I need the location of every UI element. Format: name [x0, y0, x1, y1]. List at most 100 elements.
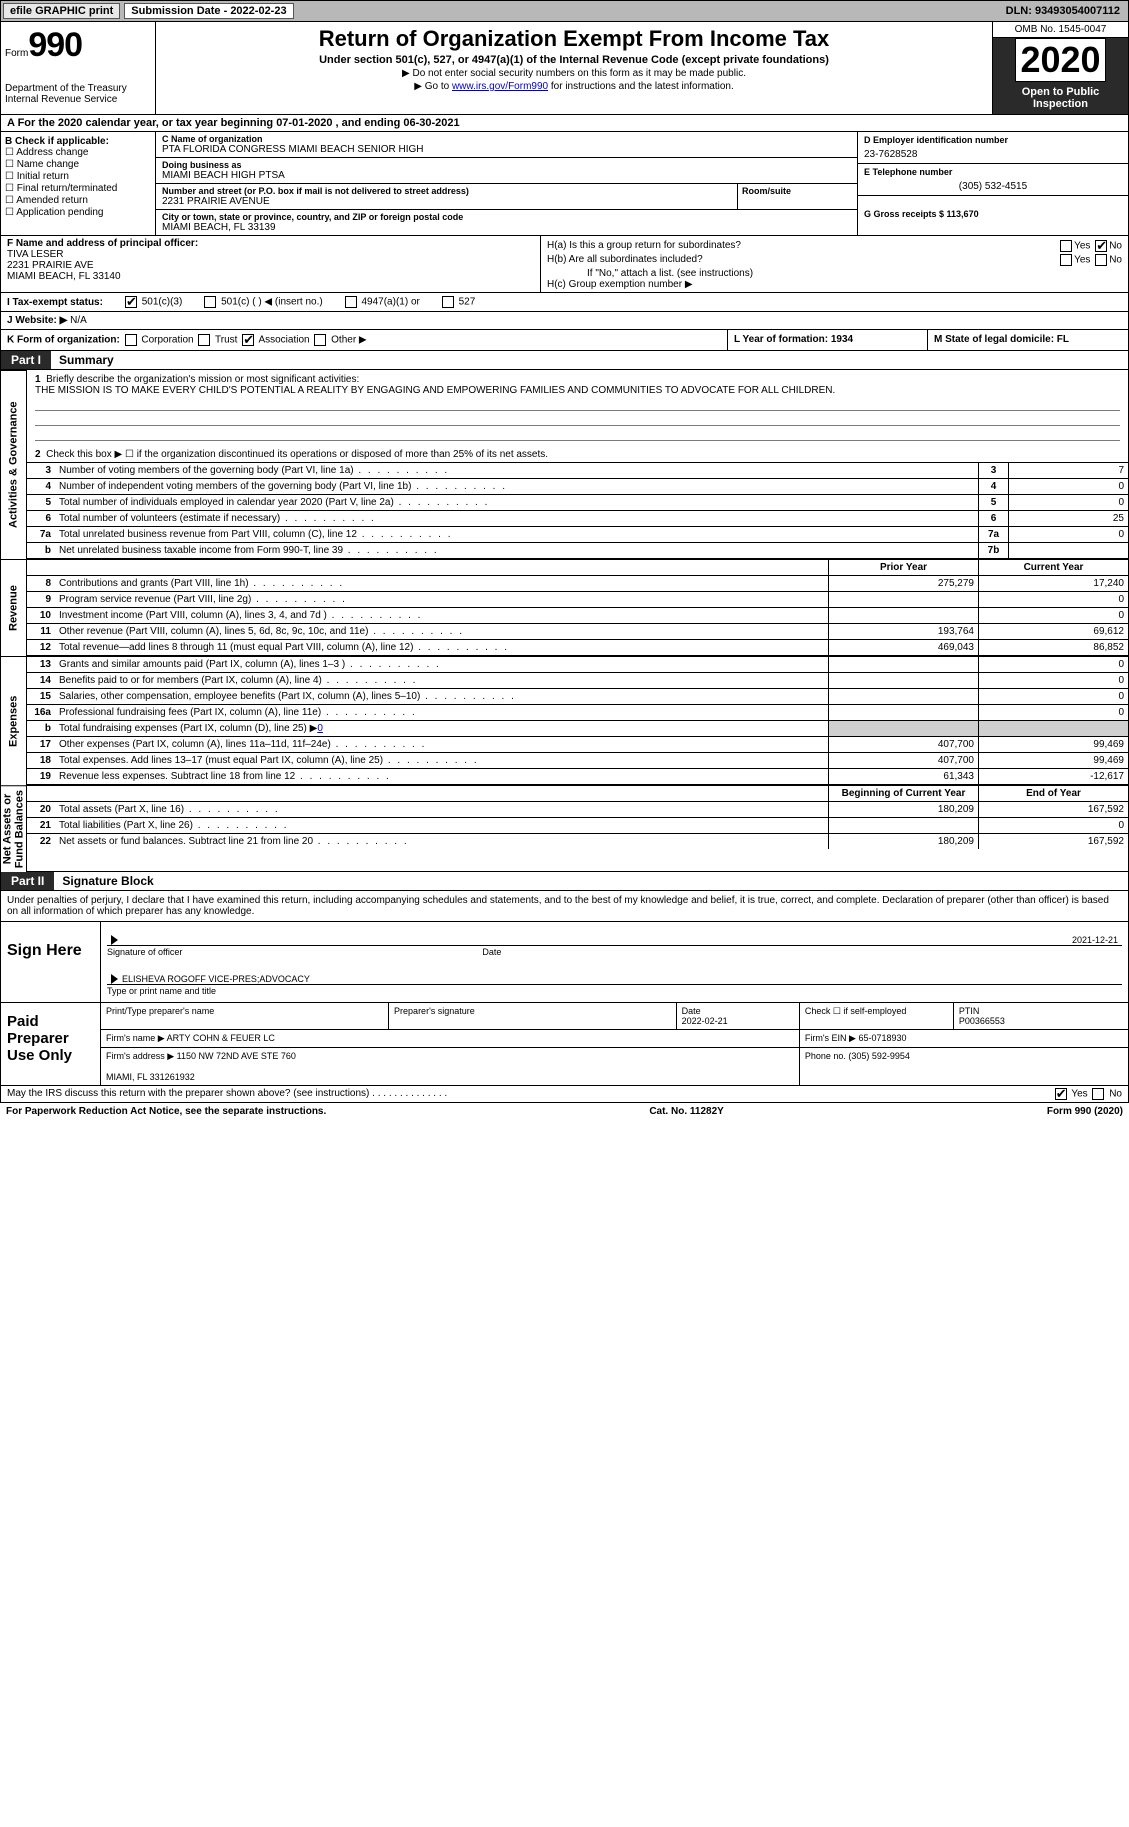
line-11: 11 Other revenue (Part VIII, column (A),… — [27, 623, 1128, 639]
department: Department of the Treasury Internal Reve… — [5, 83, 151, 105]
phone-cell: E Telephone number (305) 532-4515 — [858, 164, 1128, 196]
part-1-title: Summary — [51, 351, 122, 369]
self-employed-chk[interactable]: Check ☐ if self-employed — [799, 1003, 953, 1030]
vlabel-revenue: Revenue — [1, 559, 26, 656]
page-footer: For Paperwork Reduction Act Notice, see … — [0, 1103, 1129, 1120]
line-21: 21 Total liabilities (Part X, line 26) 0 — [27, 817, 1128, 833]
chk-527[interactable] — [442, 296, 454, 308]
beginning-year-hdr: Beginning of Current Year — [828, 786, 978, 801]
phone-value: (305) 532-4515 — [864, 181, 1122, 192]
website-value: N/A — [70, 315, 87, 326]
org-name: PTA FLORIDA CONGRESS MIAMI BEACH SENIOR … — [162, 144, 851, 155]
row-k-l-m: K Form of organization: Corporation Trus… — [0, 330, 1129, 351]
preparer-table: Print/Type preparer's name Preparer's si… — [101, 1003, 1128, 1085]
line-5: 5 Total number of individuals employed i… — [27, 494, 1128, 510]
form-subtitle: Under section 501(c), 527, or 4947(a)(1)… — [162, 54, 986, 66]
officer-addr2: MIAMI BEACH, FL 33140 — [7, 271, 534, 282]
triangle-icon — [111, 935, 118, 945]
discuss-yes[interactable] — [1055, 1088, 1067, 1100]
section-f-h: F Name and address of principal officer:… — [0, 236, 1129, 293]
header-left: Form990 Department of the Treasury Inter… — [1, 22, 156, 114]
part-1-header: Part I Summary — [0, 351, 1129, 370]
hb-yes[interactable] — [1060, 254, 1072, 266]
h-questions: H(a) Is this a group return for subordin… — [541, 236, 1128, 292]
ha-label: H(a) Is this a group return for subordin… — [547, 240, 741, 252]
chk-other[interactable] — [314, 334, 326, 346]
revenue-section: Prior Year Current Year 8 Contributions … — [26, 559, 1128, 656]
hc-label: H(c) Group exemption number ▶ — [547, 279, 1122, 290]
line-3: 3 Number of voting members of the govern… — [27, 462, 1128, 478]
officer-addr1: 2231 PRAIRIE AVE — [7, 260, 534, 271]
sign-date: 2021-12-21 — [1072, 935, 1118, 945]
line-22: 22 Net assets or fund balances. Subtract… — [27, 833, 1128, 849]
chk-application-pending[interactable]: ☐ Application pending — [5, 207, 151, 218]
line-2-text: Check this box ▶ ☐ if the organization d… — [46, 449, 548, 460]
sign-here-label: Sign Here — [1, 922, 101, 1002]
sig-date-label: Date — [482, 947, 501, 957]
prior-year-hdr: Prior Year — [828, 560, 978, 575]
governance-section: 1 Briefly describe the organization's mi… — [26, 370, 1128, 559]
irs-link[interactable]: www.irs.gov/Form990 — [452, 81, 548, 92]
vlabel-governance: Activities & Governance — [1, 370, 26, 559]
signature-intro: Under penalties of perjury, I declare th… — [0, 891, 1129, 922]
chk-assoc[interactable] — [242, 334, 254, 346]
ha-yes[interactable] — [1060, 240, 1072, 252]
hb-note: If "No," attach a list. (see instruction… — [547, 268, 1122, 279]
city-cell: City or town, state or province, country… — [156, 210, 857, 235]
efile-print-button[interactable]: efile GRAPHIC print — [3, 3, 120, 19]
summary-grid: Activities & Governance 1 Briefly descri… — [0, 370, 1129, 872]
chk-initial-return[interactable]: ☐ Initial return — [5, 171, 151, 182]
l-year-formation: L Year of formation: 1934 — [728, 330, 928, 350]
ein-value: 23-7628528 — [864, 149, 1122, 160]
line-7a: 7a Total unrelated business revenue from… — [27, 526, 1128, 542]
officer-printed-name: ELISHEVA ROGOFF VICE-PRES;ADVOCACY — [122, 974, 310, 984]
chk-501c[interactable] — [204, 296, 216, 308]
fundraising-link[interactable]: 0 — [317, 723, 323, 734]
hb-no[interactable] — [1095, 254, 1107, 266]
line-19: 19 Revenue less expenses. Subtract line … — [27, 768, 1128, 784]
form-header: Form990 Department of the Treasury Inter… — [0, 22, 1129, 115]
line-12: 12 Total revenue—add lines 8 through 11 … — [27, 639, 1128, 655]
form-word: Form — [5, 48, 28, 59]
submission-date: Submission Date - 2022-02-23 — [124, 3, 293, 19]
form-title: Return of Organization Exempt From Incom… — [162, 26, 986, 52]
vlabel-expenses: Expenses — [1, 656, 26, 785]
firm-phone: (305) 592-9954 — [848, 1051, 910, 1061]
dba-cell: Doing business as MIAMI BEACH HIGH PTSA — [156, 158, 857, 184]
chk-address-change[interactable]: ☐ Address change — [5, 147, 151, 158]
row-i-tax-status: I Tax-exempt status: 501(c)(3) 501(c) ( … — [0, 293, 1129, 312]
hb-label: H(b) Are all subordinates included? — [547, 254, 703, 266]
part-2-header: Part II Signature Block — [0, 872, 1129, 891]
row-a-tax-year: A For the 2020 calendar year, or tax yea… — [0, 115, 1129, 132]
mission-text: THE MISSION IS TO MAKE EVERY CHILD'S POT… — [35, 385, 835, 396]
phone-label: E Telephone number — [864, 167, 1122, 177]
j-label: J Website: ▶ — [7, 315, 67, 326]
dln: DLN: 93493054007112 — [1006, 5, 1126, 17]
triangle-icon-2 — [111, 974, 118, 984]
col-d-e-g: D Employer identification number 23-7628… — [858, 132, 1128, 235]
header-middle: Return of Organization Exempt From Incom… — [156, 22, 993, 114]
chk-corp[interactable] — [125, 334, 137, 346]
chk-501c3[interactable] — [125, 296, 137, 308]
chk-amended-return[interactable]: ☐ Amended return — [5, 195, 151, 206]
mission-label: Briefly describe the organization's miss… — [46, 374, 359, 385]
tax-year-box: 2020 — [993, 38, 1128, 82]
firm-name: ARTY COHN & FEUER LC — [167, 1033, 275, 1043]
chk-4947[interactable] — [345, 296, 357, 308]
col-b-label: B Check if applicable: — [5, 136, 151, 147]
sig-officer-label: Signature of officer — [107, 947, 182, 957]
dba-name: MIAMI BEACH HIGH PTSA — [162, 170, 851, 181]
top-bar: efile GRAPHIC print Submission Date - 20… — [0, 0, 1129, 22]
chk-trust[interactable] — [198, 334, 210, 346]
line-18: 18 Total expenses. Add lines 13–17 (must… — [27, 752, 1128, 768]
chk-name-change[interactable]: ☐ Name change — [5, 159, 151, 170]
chk-final-return[interactable]: ☐ Final return/terminated — [5, 183, 151, 194]
address-label: Number and street (or P.O. box if mail i… — [162, 186, 731, 196]
ha-no[interactable] — [1095, 240, 1107, 252]
i-label: I Tax-exempt status: — [7, 297, 103, 308]
firm-ein: 65-0718930 — [858, 1033, 906, 1043]
goto-line: ▶ Go to www.irs.gov/Form990 for instruct… — [162, 81, 986, 92]
discuss-no[interactable] — [1092, 1088, 1104, 1100]
sign-here-block: Sign Here 2021-12-21 Signature of office… — [0, 922, 1129, 1003]
prep-sig-hdr: Preparer's signature — [389, 1003, 677, 1030]
